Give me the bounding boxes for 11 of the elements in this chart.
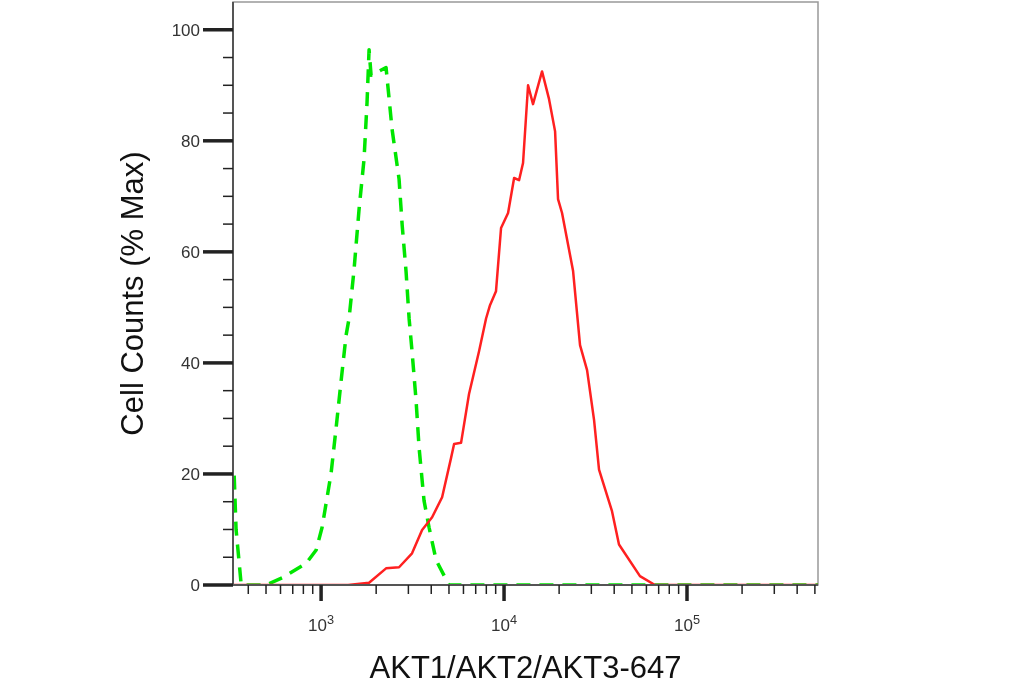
x-tick-label: 10$^{3}$ [308,611,335,635]
y-tick-label: 100 [171,20,200,40]
y-tick-label: 60 [181,242,200,262]
x-axis-title: AKT1/AKT2/AKT3-647 [369,650,682,685]
y-axis-title: Cell Counts (% Max) [115,151,150,436]
y-tick-label: 40 [181,353,200,373]
x-tick-label: 10$^{5}$ [674,611,701,635]
y-tick-label: 20 [181,464,200,484]
x-tick-label: 10$^{4}$ [491,611,518,635]
y-tick-label: 0 [190,575,200,595]
y-tick-label: 80 [181,131,200,151]
